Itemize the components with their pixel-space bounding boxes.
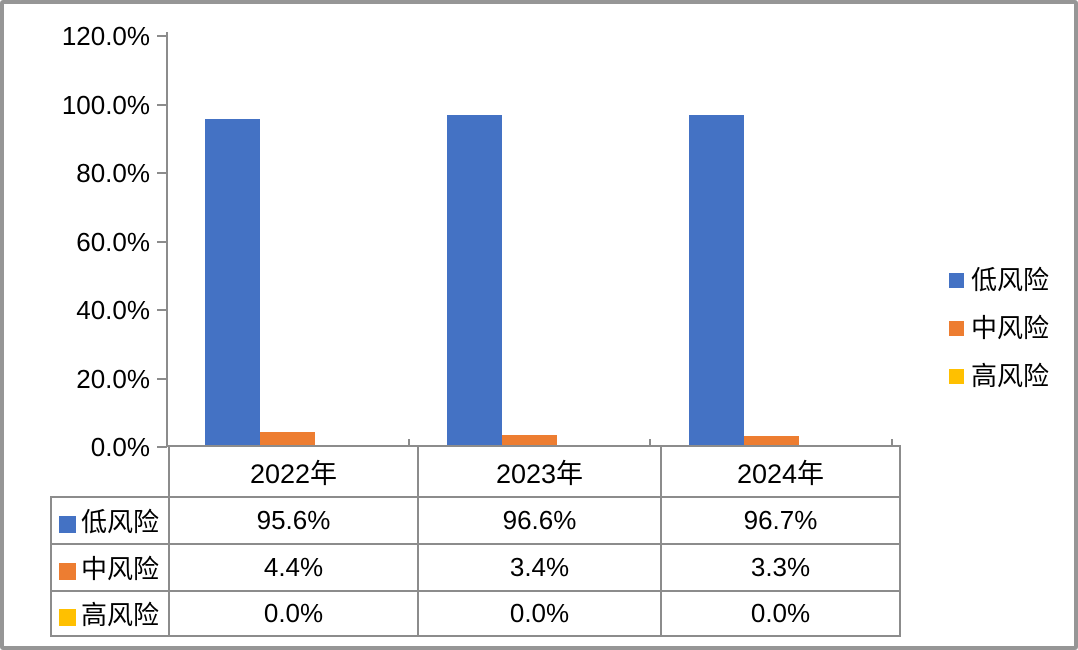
table-col-header: 2022年	[168, 445, 419, 498]
y-axis-tick-mark	[157, 377, 167, 380]
table-row-label: 中风险	[50, 543, 170, 592]
table-row-label: 低风险	[50, 496, 170, 545]
y-axis-tick-mark	[157, 35, 167, 37]
plot-area	[167, 35, 892, 447]
bar-mid-risk-2023	[502, 435, 557, 447]
table-corner-cell	[51, 446, 169, 497]
table-cell: 96.6%	[417, 496, 662, 545]
legend-item: 高风险	[949, 360, 1049, 392]
table-cell: 0.0%	[417, 590, 662, 637]
table-row-label-text: 高风险	[81, 600, 160, 630]
table-swatch-mid-risk-icon	[59, 563, 76, 580]
y-axis-tick-label: 60.0%	[76, 226, 150, 257]
legend-swatch-high-risk-icon	[949, 368, 964, 384]
legend-label: 高风险	[971, 361, 1050, 391]
table-cell: 0.0%	[168, 590, 419, 637]
x-axis-tick-mark	[407, 439, 410, 447]
x-axis-tick-mark	[649, 439, 652, 447]
table-swatch-high-risk-icon	[59, 609, 76, 626]
table-cell: 0.0%	[660, 590, 901, 637]
table-col-header: 2023年	[417, 445, 662, 498]
legend-label: 低风险	[971, 265, 1050, 295]
y-axis-tick-label: 40.0%	[76, 295, 150, 325]
y-axis-tick-mark	[157, 446, 167, 448]
x-axis-tick-mark	[891, 439, 893, 447]
y-axis-tick-label: 80.0%	[76, 158, 150, 188]
legend-swatch-low-risk-icon	[949, 272, 964, 288]
table-cell: 3.4%	[417, 543, 662, 592]
y-axis-tick-label: 20.0%	[76, 363, 150, 394]
y-axis-line	[166, 32, 168, 447]
table-cell: 95.6%	[168, 496, 419, 545]
table-swatch-low-risk-icon	[59, 516, 76, 533]
legend-item: 中风险	[949, 312, 1049, 344]
y-axis-tick-mark	[157, 172, 167, 174]
legend-item: 低风险	[949, 264, 1049, 296]
table-cell: 96.7%	[660, 496, 901, 545]
bar-mid-risk-2022	[260, 431, 316, 447]
bar-low-risk-2024	[688, 115, 744, 447]
table-row-label-text: 中风险	[81, 554, 160, 584]
y-axis-tick-label: 100.0%	[61, 89, 150, 120]
bar-low-risk-2022	[205, 118, 261, 447]
data-table: 2022年 2023年 2024年低风险 95.6% 96.6% 96.7% 中风险 4.4%…	[50, 445, 901, 637]
bar-low-risk-2023	[447, 115, 502, 447]
table-row-label-text: 低风险	[81, 507, 160, 537]
bar-mid-risk-2024	[743, 435, 799, 447]
legend: 低风险 中风险 高风险	[949, 264, 1049, 408]
y-axis-tick-mark	[157, 240, 167, 243]
y-axis-tick-label: 120.0%	[61, 21, 150, 51]
legend-label: 中风险	[971, 313, 1050, 343]
y-axis-tick-mark	[157, 309, 167, 311]
table-cell: 3.3%	[660, 543, 901, 592]
table-col-header: 2024年	[660, 445, 901, 498]
table-row-label: 高风险	[50, 590, 170, 637]
y-axis-tick-mark	[157, 103, 167, 106]
y-axis-tick-label: 0.0%	[90, 432, 150, 462]
table-cell: 4.4%	[168, 543, 419, 592]
legend-swatch-mid-risk-icon	[949, 320, 964, 336]
